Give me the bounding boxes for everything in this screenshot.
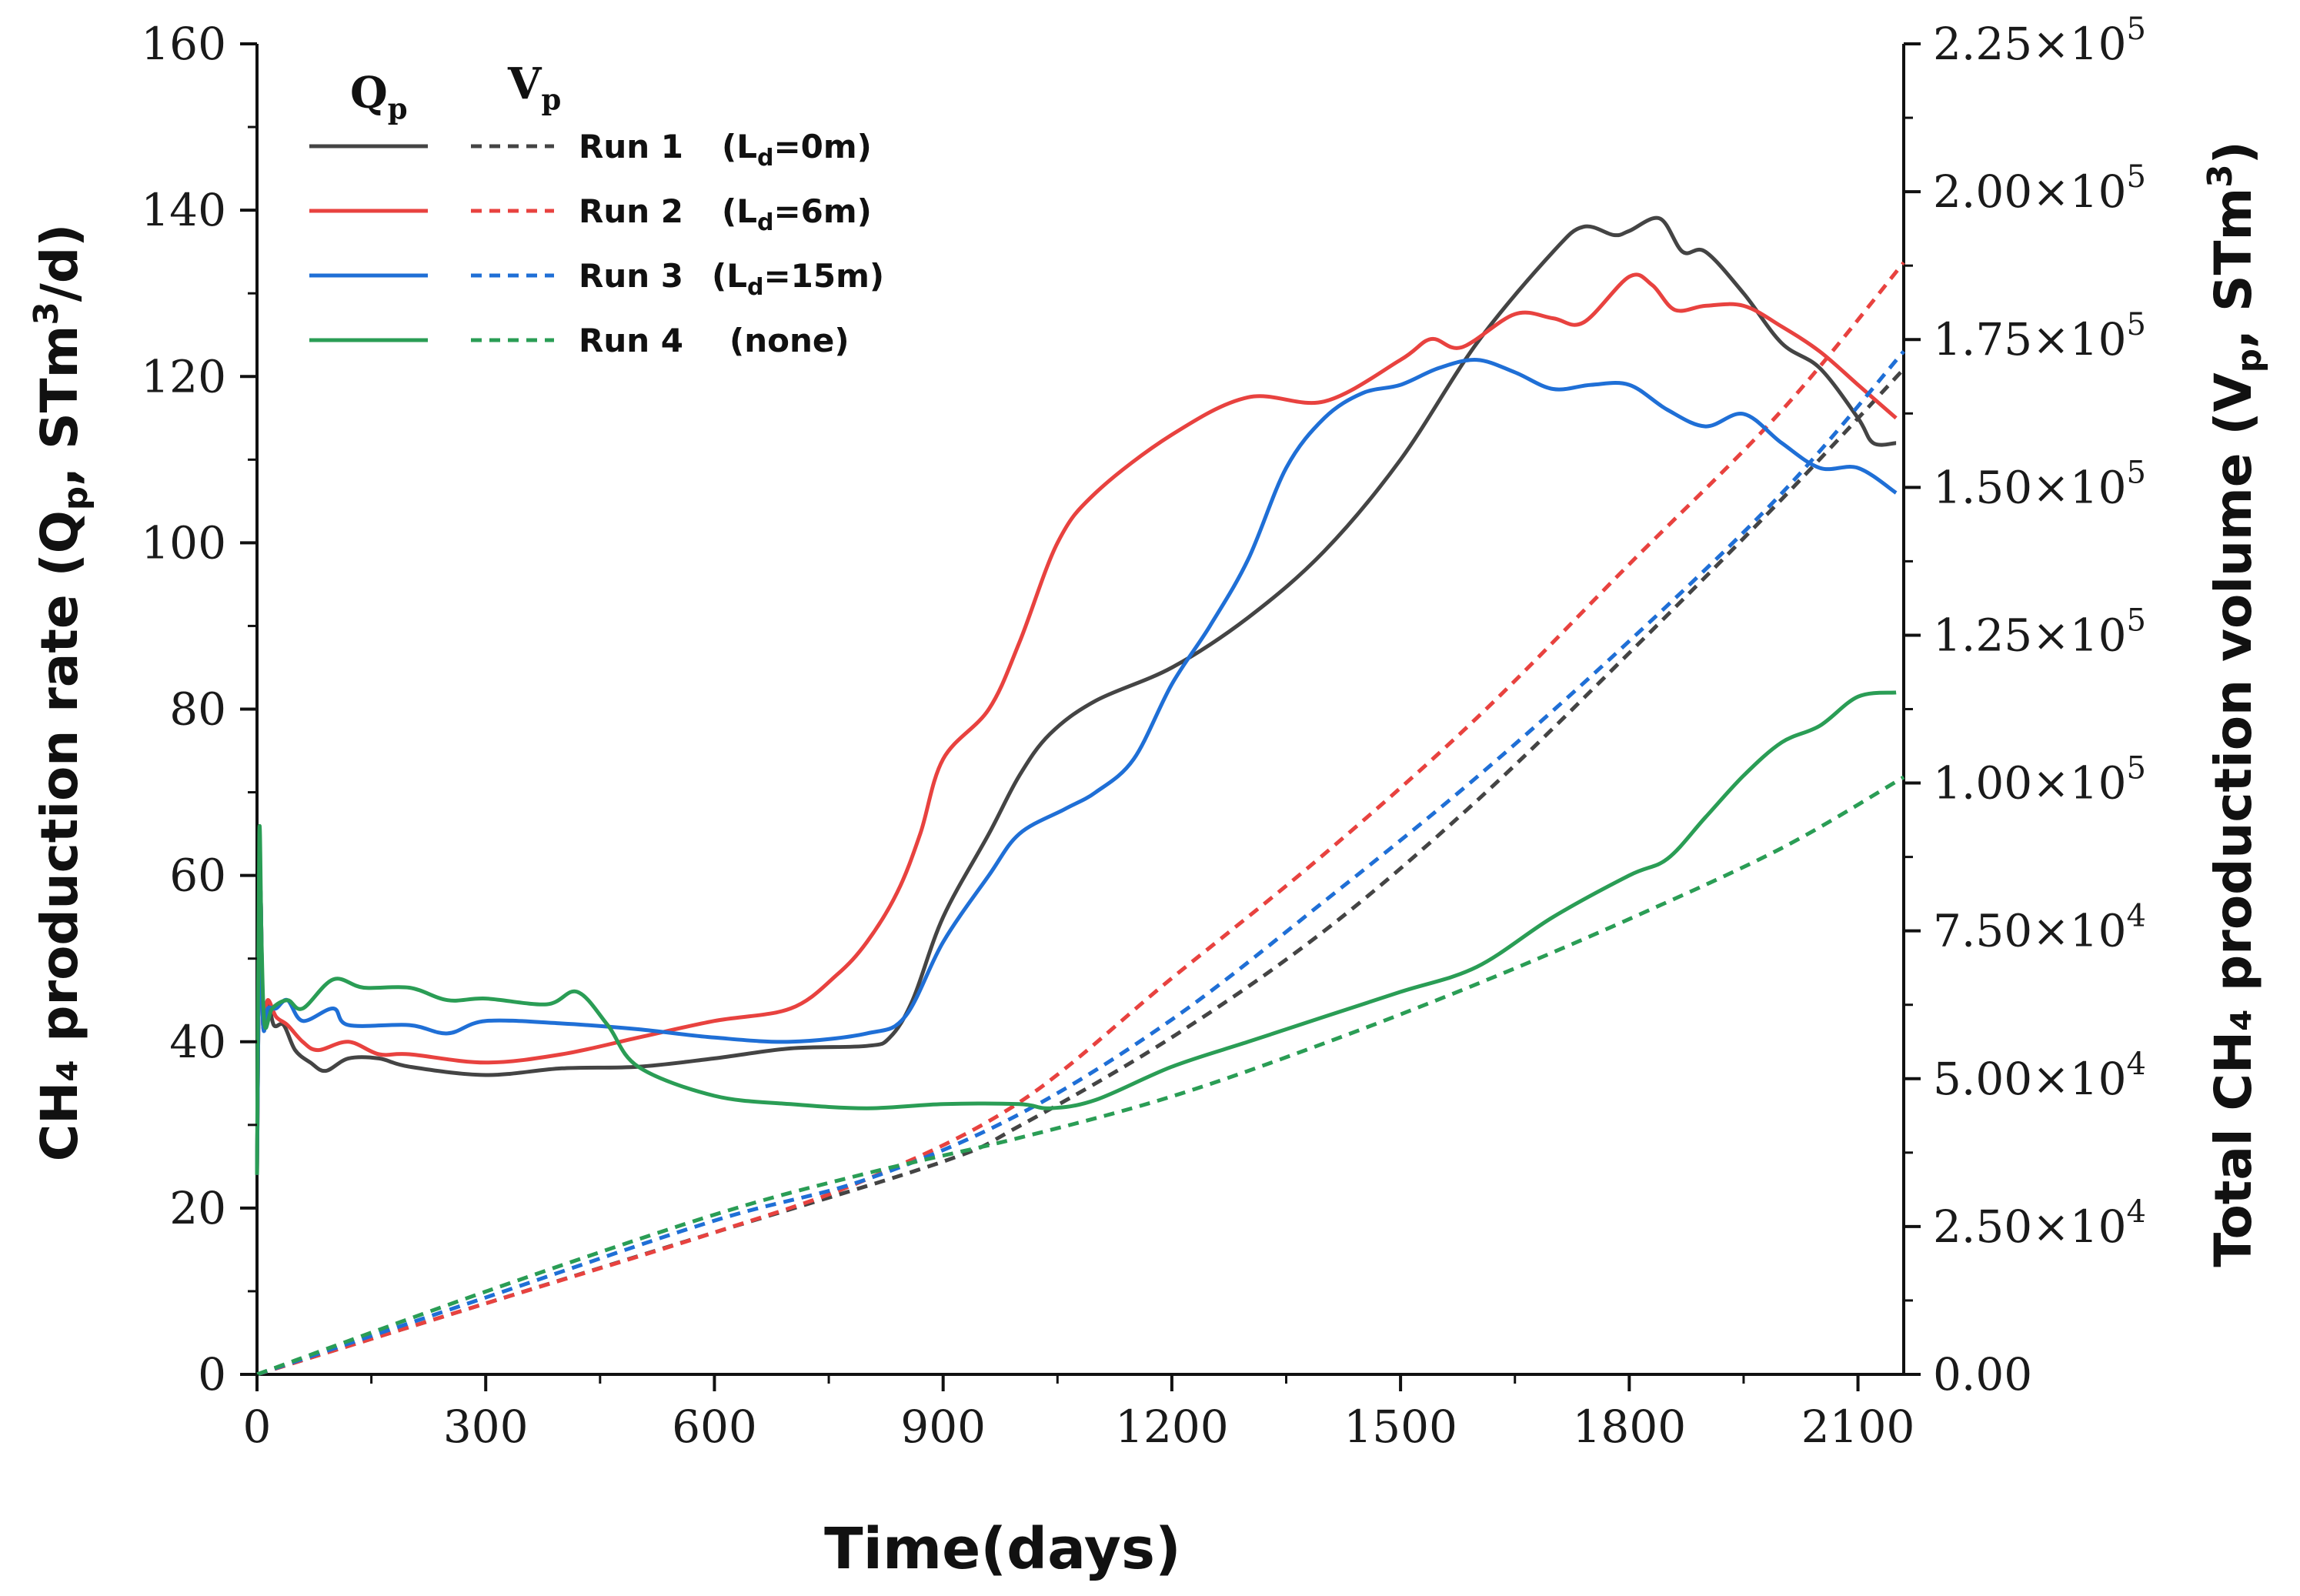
y-left-tick-label: 40 (169, 1016, 226, 1068)
legend-run-name: Run 2 (579, 192, 683, 230)
legend-header-vp-sub: p (541, 82, 561, 116)
y-right-tick-exponent: 4 (2127, 1047, 2146, 1082)
y-left-tick-label: 20 (169, 1182, 226, 1234)
y-right-tick-label: 5.00×104 (1933, 1047, 2146, 1105)
y-right-tick-label: 0.00 (1933, 1348, 2032, 1401)
series-vp-line-run1 (256, 367, 1905, 1377)
legend-run-param-sub: d (757, 209, 773, 236)
y-left-tick-label: 160 (141, 18, 226, 70)
y-right-tick-mantissa: 2.50×10 (1933, 1200, 2127, 1253)
y-right-tick-mantissa: 5.00×10 (1933, 1053, 2127, 1105)
legend: Qp Vp Run 1 (Ld=0m)Run 2 (Ld=6m)Run 3 (Ld=1… (309, 58, 884, 359)
x-tick-label: 600 (672, 1401, 757, 1453)
y-right-title-sub: p (2231, 349, 2269, 372)
y-right-tick-exponent: 5 (2127, 12, 2146, 47)
y-right-title-sup: 3 (2202, 164, 2240, 187)
y-right-tick-label: 1.25×105 (1933, 603, 2146, 661)
legend-run-param-end: =0m) (773, 128, 871, 165)
y-right-tick-exponent: 4 (2127, 899, 2146, 934)
legend-run-name: Run 3 (579, 257, 683, 295)
y-left-title-sup: 3 (28, 302, 66, 325)
legend-label-run2: Run 2 (Ld=6m) (579, 192, 872, 236)
y-right-tick-exponent: 5 (2127, 307, 2146, 342)
series-qp-line-run3 (255, 358, 1898, 1175)
y-left-tick-label: 80 (169, 683, 226, 736)
legend-run-param-end: =15m) (763, 257, 884, 295)
y-right-tick-exponent: 4 (2127, 1194, 2146, 1230)
legend-run-param: (L (722, 128, 757, 165)
y-right-tick-exponent: 5 (2127, 455, 2146, 490)
y-right-tick-mantissa: 1.00×10 (1933, 757, 2127, 810)
x-tick-label: 1200 (1115, 1401, 1229, 1453)
legend-run-param-end: =6m) (773, 192, 871, 230)
series-qp-line-run1 (255, 215, 1897, 1175)
legend-header-qp-main: Q (350, 68, 388, 119)
y-right-tick-mantissa: 1.25×10 (1933, 609, 2127, 661)
series-vp-line-run3 (256, 349, 1905, 1377)
y-right-tick-mantissa: 0.00 (1933, 1348, 2032, 1401)
y-left-title-sub: p (57, 486, 95, 510)
y-right-title-mid: , STm (2204, 188, 2263, 349)
legend-label-run1: Run 1 (Ld=0m) (579, 128, 872, 172)
series-vp-line-run2 (256, 261, 1905, 1377)
y-right-tick-exponent: 5 (2127, 751, 2146, 786)
x-tick-label: 0 (243, 1401, 272, 1453)
y-left-title-main: CH₄ production rate (Q (30, 510, 89, 1161)
y-right-tick-label: 2.50×104 (1933, 1194, 2146, 1253)
series-qp-line-run4 (255, 690, 1897, 1175)
x-tick-label: 1500 (1344, 1401, 1457, 1453)
series-vp-line-run4 (256, 775, 1905, 1377)
legend-run-param-sub: d (757, 145, 773, 172)
series-qp-line-run2 (255, 272, 1898, 1175)
y-right-axis-title: Total CH₄ production volume (Vp, STm3) (2202, 141, 2269, 1267)
y-right-title-end: ) (2204, 141, 2263, 164)
y-right-tick-mantissa: 1.50×10 (1933, 461, 2127, 513)
y-left-tick-label: 0 (198, 1348, 226, 1401)
legend-label-run4: Run 4 (none) (579, 322, 850, 359)
y-left-tick-label: 100 (141, 516, 226, 569)
y-right-tick-label: 2.25×105 (1933, 12, 2146, 70)
legend-run-param: (none) (729, 322, 850, 359)
legend-header-vp: Vp (507, 58, 561, 116)
x-tick-label: 1800 (1573, 1401, 1687, 1453)
legend-run-name: Run 1 (579, 128, 683, 165)
legend-run-param-sub: d (747, 274, 763, 301)
y-right-tick-exponent: 5 (2127, 159, 2146, 195)
y-left-tick-label: 120 (141, 350, 226, 402)
y-left-title-end: /d) (30, 224, 89, 302)
x-axis-title: Time(days) (824, 1516, 1181, 1582)
series-layer (255, 215, 1905, 1377)
y-right-tick-label: 1.00×105 (1933, 751, 2146, 810)
legend-entries: Run 1 (Ld=0m)Run 2 (Ld=6m)Run 3 (Ld=15m)Run… (309, 128, 884, 359)
y-right-tick-label: 1.75×105 (1933, 307, 2146, 366)
y-right-tick-mantissa: 2.25×10 (1933, 18, 2127, 70)
y-right-tick-mantissa: 7.50×10 (1933, 905, 2127, 957)
y-right-tick-exponent: 5 (2127, 603, 2146, 638)
legend-run-name: Run 4 (579, 322, 683, 359)
y-left-tick-label: 140 (141, 184, 226, 236)
y-right-tick-label: 1.50×105 (1933, 455, 2146, 513)
y-right-tick-label: 7.50×104 (1933, 899, 2146, 957)
legend-header-vp-main: V (507, 58, 542, 109)
legend-header-qp: Qp (350, 68, 408, 125)
legend-header-qp-sub: p (388, 92, 408, 125)
x-tick-label: 300 (443, 1401, 529, 1453)
x-tick-label: 900 (900, 1401, 986, 1453)
x-tick-label: 2100 (1801, 1401, 1915, 1453)
y-right-tick-label: 2.00×105 (1933, 159, 2146, 218)
y-left-axis-title: CH₄ production rate (Qp, STm3/d) (28, 224, 95, 1162)
y-right-tick-mantissa: 1.75×10 (1933, 313, 2127, 366)
y-right-tick-mantissa: 2.00×10 (1933, 165, 2127, 218)
ticks-layer: 0 300 600 900 1200 1500 1800 2100 0 20 40 60 80 100 12… (141, 12, 2146, 1453)
y-right-title-main: Total CH₄ production volume (V (2204, 372, 2263, 1267)
legend-run-param: (L (712, 257, 747, 295)
y-left-title-mid: , STm (30, 326, 89, 486)
legend-label-run3: Run 3 (Ld=15m) (579, 257, 884, 301)
legend-run-param: (L (722, 192, 757, 230)
y-left-tick-label: 60 (169, 850, 226, 902)
